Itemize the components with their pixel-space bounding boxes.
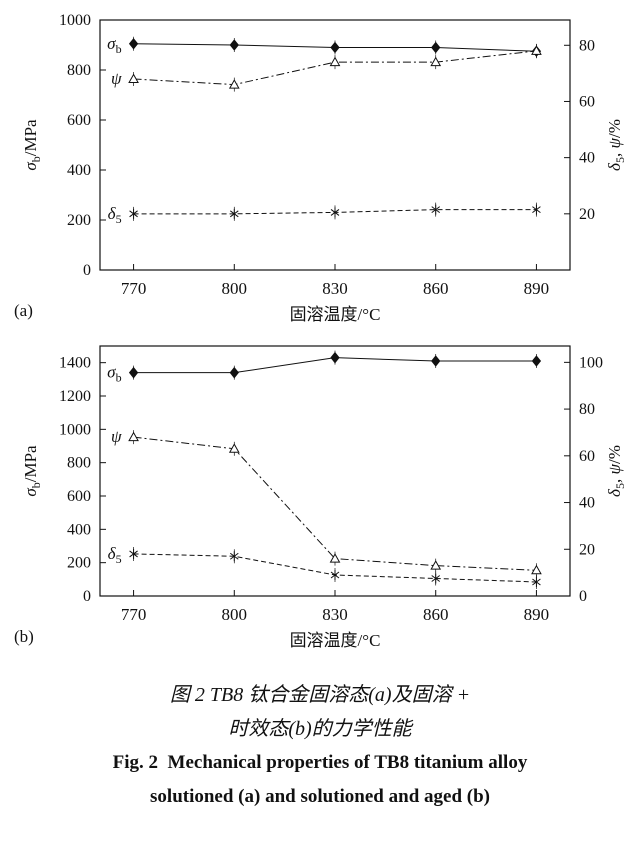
svg-text:890: 890: [524, 279, 550, 298]
svg-text:830: 830: [322, 605, 348, 624]
svg-text:770: 770: [121, 279, 147, 298]
svg-text:δ5, ψ/%: δ5, ψ/%: [605, 119, 627, 171]
svg-text:固溶温度/°C: 固溶温度/°C: [290, 305, 381, 324]
chart-b: 0 200 400 600 800 1000 1200 1400 0 20 40 60 80 100 770…: [14, 345, 627, 650]
svg-text:σb: σb: [107, 363, 121, 385]
caption-cn-line1: 图 2 TB8 钛合金固溶态(a)及固溶 +: [169, 684, 471, 706]
caption-en-line2: solutioned (a) and solutioned and aged (…: [150, 786, 490, 807]
svg-text:σb/MPa: σb/MPa: [21, 119, 43, 171]
svg-text:200: 200: [67, 555, 91, 572]
svg-text:δ5, ψ/%: δ5, ψ/%: [605, 445, 627, 497]
svg-text:20: 20: [579, 541, 595, 558]
svg-text:δ5: δ5: [108, 204, 122, 226]
svg-text:1000: 1000: [59, 421, 91, 438]
svg-text:80: 80: [579, 37, 595, 54]
svg-text:770: 770: [121, 605, 147, 624]
svg-text:800: 800: [222, 279, 248, 298]
svg-text:0: 0: [83, 262, 91, 279]
svg-text:固溶温度/°C: 固溶温度/°C: [290, 631, 381, 650]
svg-text:σb/MPa: σb/MPa: [21, 445, 43, 497]
svg-text:800: 800: [222, 605, 248, 624]
svg-text:(a): (a): [14, 301, 33, 320]
svg-text:1000: 1000: [59, 12, 91, 29]
svg-text:ψ: ψ: [111, 69, 122, 88]
svg-text:200: 200: [67, 212, 91, 229]
svg-text:1200: 1200: [59, 388, 91, 405]
svg-text:60: 60: [579, 448, 595, 465]
svg-text:δ5: δ5: [108, 544, 122, 566]
svg-text:800: 800: [67, 455, 91, 472]
svg-text:1400: 1400: [59, 355, 91, 372]
svg-text:600: 600: [67, 112, 91, 129]
caption-en-line1: Fig. 2 Mechanical properties of TB8 tita…: [112, 752, 528, 773]
svg-text:40: 40: [579, 150, 595, 167]
svg-text:100: 100: [579, 354, 603, 371]
svg-text:20: 20: [579, 206, 595, 223]
svg-text:60: 60: [579, 93, 595, 110]
figure: 0 200 400 600 800 1000 20 40 60 80 770 800 830 860 890…: [0, 12, 640, 814]
svg-text:400: 400: [67, 521, 91, 538]
chart-a: 0 200 400 600 800 1000 20 40 60 80 770 800 830 860 890…: [14, 12, 627, 324]
svg-text:860: 860: [423, 279, 449, 298]
svg-text:80: 80: [579, 401, 595, 418]
svg-text:800: 800: [67, 62, 91, 79]
svg-text:600: 600: [67, 488, 91, 505]
svg-text:830: 830: [322, 279, 348, 298]
svg-text:0: 0: [579, 588, 587, 605]
svg-text:σb: σb: [107, 34, 121, 56]
svg-text:890: 890: [524, 605, 550, 624]
figure-caption: 图 2 TB8 钛合金固溶态(a)及固溶 + 时效态(b)的力学性能 Fig. …: [0, 678, 640, 814]
svg-text:400: 400: [67, 162, 91, 179]
caption-cn-line2: 时效态(b)的力学性能: [228, 718, 412, 740]
svg-text:(b): (b): [14, 627, 34, 646]
svg-text:40: 40: [579, 495, 595, 512]
svg-text:860: 860: [423, 605, 449, 624]
svg-text:0: 0: [83, 588, 91, 605]
svg-text:ψ: ψ: [111, 427, 122, 446]
